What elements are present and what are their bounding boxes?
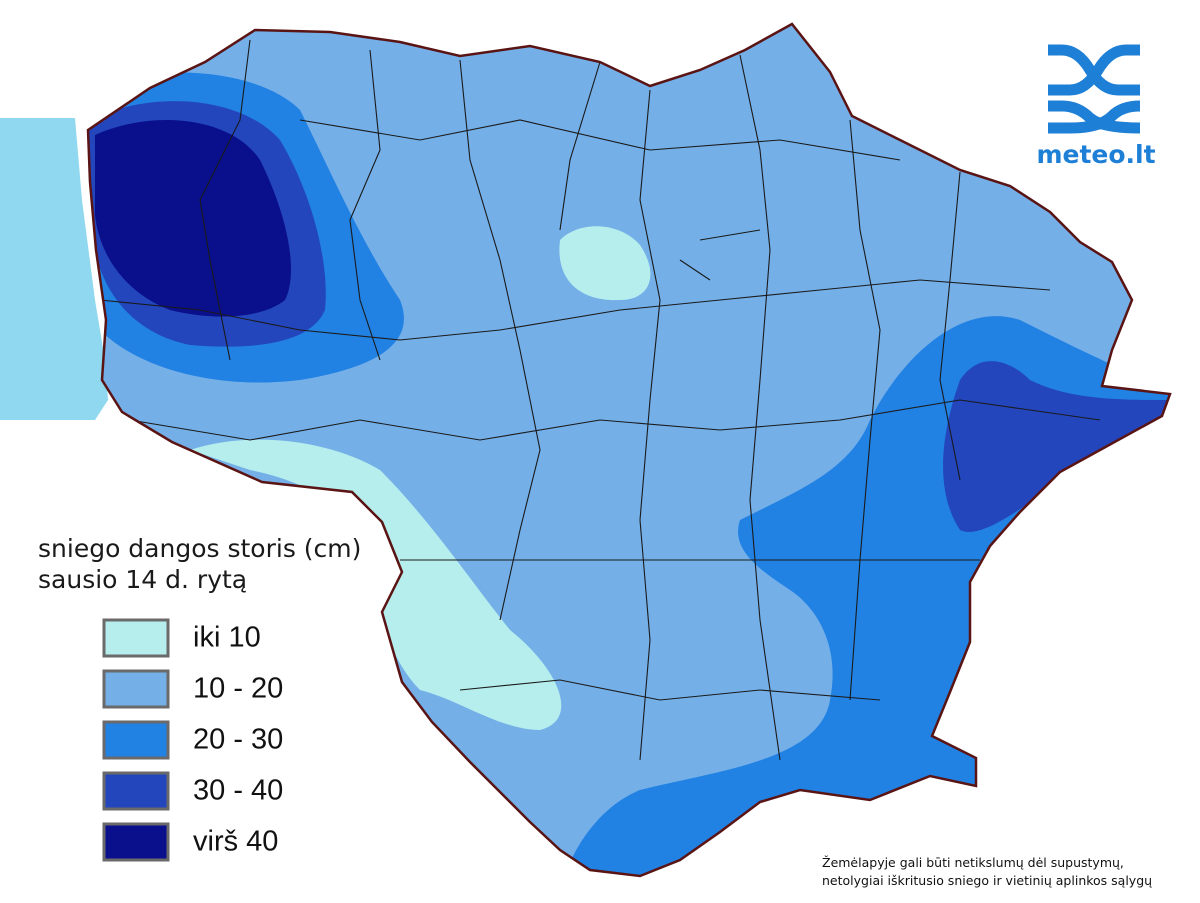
legend-swatch bbox=[102, 618, 170, 658]
legend-title: sniego dangos storis (cm) bbox=[38, 534, 361, 563]
legend-swatch bbox=[102, 720, 170, 760]
legend-swatch bbox=[102, 771, 170, 811]
legend-swatch bbox=[102, 669, 170, 709]
logo-text: meteo.lt bbox=[1036, 140, 1155, 169]
zone-under-10 bbox=[559, 226, 651, 301]
legend-title: sausio 14 d. rytą bbox=[38, 565, 247, 594]
sea bbox=[0, 118, 108, 420]
legend: iki 10 10 - 20 20 - 30 30 - 40 virš 40 bbox=[102, 618, 283, 862]
footnote: netolygiai iškritusio sniego ir vietinių… bbox=[822, 873, 1152, 888]
logo bbox=[1048, 44, 1141, 134]
legend-label: 20 - 30 bbox=[193, 724, 283, 756]
zone-over-40 bbox=[95, 120, 291, 317]
legend-label: 10 - 20 bbox=[193, 673, 283, 705]
legend-label: virš 40 bbox=[193, 826, 278, 858]
footnote: Žemėlapyje gali būti netikslumų dėl supu… bbox=[822, 855, 1124, 870]
legend-label: iki 10 bbox=[193, 622, 261, 654]
legend-label: 30 - 40 bbox=[193, 775, 283, 807]
legend-swatch bbox=[102, 822, 170, 862]
zone-30-40 bbox=[943, 361, 1170, 532]
